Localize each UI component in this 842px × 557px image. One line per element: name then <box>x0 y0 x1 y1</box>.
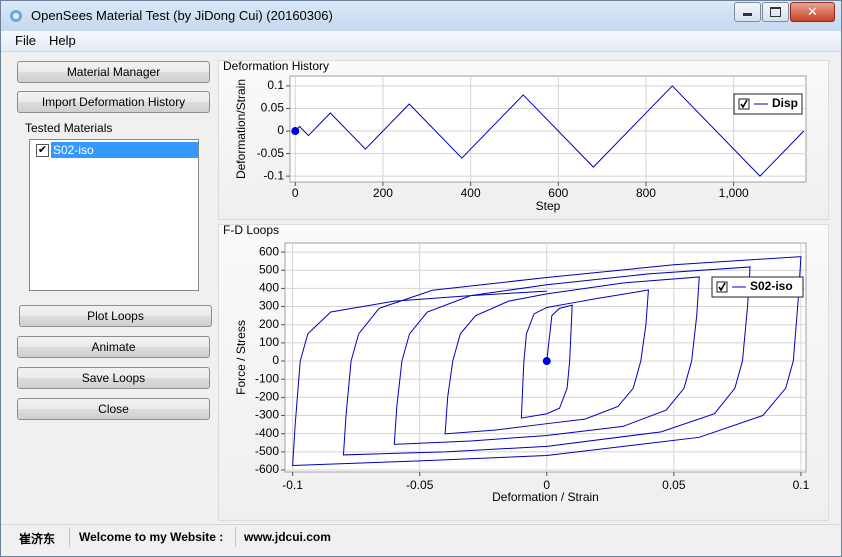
y-tick-label: -0.05 <box>257 146 285 160</box>
material-list[interactable]: ✔ S02-iso <box>29 139 199 291</box>
current-point <box>542 357 551 366</box>
y-tick-label: -300 <box>255 408 279 422</box>
separator <box>69 527 70 547</box>
charts: Deformation History 0 200 400 600 800 1,000 0.1… <box>223 59 810 504</box>
chart-title: F-D Loops <box>223 223 279 237</box>
y-tick-label: 100 <box>259 335 279 349</box>
y-tick-label: 0 <box>272 353 279 367</box>
y-tick-label: -600 <box>255 462 279 476</box>
button[interactable]: Save Loops <box>17 367 210 389</box>
y-tick-label: 0.05 <box>261 101 285 115</box>
group-box: Tested Materials <box>19 121 210 297</box>
x-tick-label: 0 <box>543 478 550 492</box>
y-tick-label: 400 <box>259 281 279 295</box>
plot-area <box>289 75 807 183</box>
status-text: 崔济东 <box>19 532 56 546</box>
y-tick-label: -0.1 <box>263 168 284 182</box>
button[interactable]: Plot Loops <box>19 305 212 327</box>
separator <box>235 527 236 547</box>
y-tick-label: 0 <box>277 123 284 137</box>
y-tick-label: 0.1 <box>267 78 284 92</box>
series-line <box>294 85 805 177</box>
y-tick-label: -500 <box>255 444 279 458</box>
x-tick-label: 0.1 <box>793 478 810 492</box>
y-tick-label: -200 <box>255 390 279 404</box>
x-axis-label: Deformation / Strain <box>492 490 599 504</box>
button[interactable]: Animate <box>17 336 210 358</box>
button[interactable]: Material Manager <box>17 61 210 83</box>
x-tick-label: 0.05 <box>662 478 686 492</box>
y-tick-label: -100 <box>255 371 279 385</box>
title-bar: OpenSees Material Test (by JiDong Cui) (… <box>1 1 841 31</box>
x-tick-label: 800 <box>636 186 656 200</box>
menu-item[interactable]: Help <box>49 33 76 48</box>
x-axis-label: Step <box>536 199 561 213</box>
x-tick-label: 200 <box>373 186 393 200</box>
legend-label: Disp <box>772 96 798 110</box>
y-tick-label: 600 <box>259 244 279 258</box>
close-button[interactable]: ✕ <box>790 2 835 22</box>
button[interactable]: Close <box>17 398 210 420</box>
legend-box <box>711 276 804 298</box>
minimize-button[interactable] <box>734 2 761 22</box>
series-line <box>292 256 802 466</box>
menu-bar: File Help <box>1 31 841 52</box>
x-tick-label: 1,000 <box>719 186 749 200</box>
x-tick-label: 600 <box>548 186 568 200</box>
status-bar: 崔济东 Welcome to my Website : www.jdcui.co… <box>1 524 841 549</box>
maximize-button[interactable] <box>762 2 789 22</box>
x-tick-label: -0.1 <box>282 478 303 492</box>
y-tick-label: 200 <box>259 317 279 331</box>
checkmark <box>718 282 726 292</box>
menu-item[interactable]: File <box>15 33 36 48</box>
window-title: OpenSees Material Test (by JiDong Cui) (… <box>31 8 333 23</box>
status-text: Welcome to my Website : <box>79 530 224 544</box>
y-tick-label: 300 <box>259 299 279 313</box>
legend-label: S02-iso <box>750 279 793 293</box>
y-axis-label: Force / Stress <box>234 320 248 395</box>
checkbox[interactable]: ✔ <box>36 144 49 157</box>
status-link[interactable]: www.jdcui.com <box>244 530 331 544</box>
app-icon <box>10 10 22 22</box>
group-label: Tested Materials <box>25 121 113 135</box>
x-tick-label: 0 <box>292 186 299 200</box>
y-axis-label: Deformation/Strain <box>234 79 248 179</box>
chart-title: Deformation History <box>223 59 329 73</box>
button[interactable]: Import Deformation History <box>17 91 210 113</box>
list-item[interactable]: S02-iso <box>51 142 198 158</box>
current-point <box>291 127 300 136</box>
x-tick-label: -0.05 <box>406 478 434 492</box>
y-tick-label: -400 <box>255 426 279 440</box>
x-tick-label: 400 <box>461 186 481 200</box>
y-tick-label: 500 <box>259 262 279 276</box>
checkmark <box>740 99 748 109</box>
